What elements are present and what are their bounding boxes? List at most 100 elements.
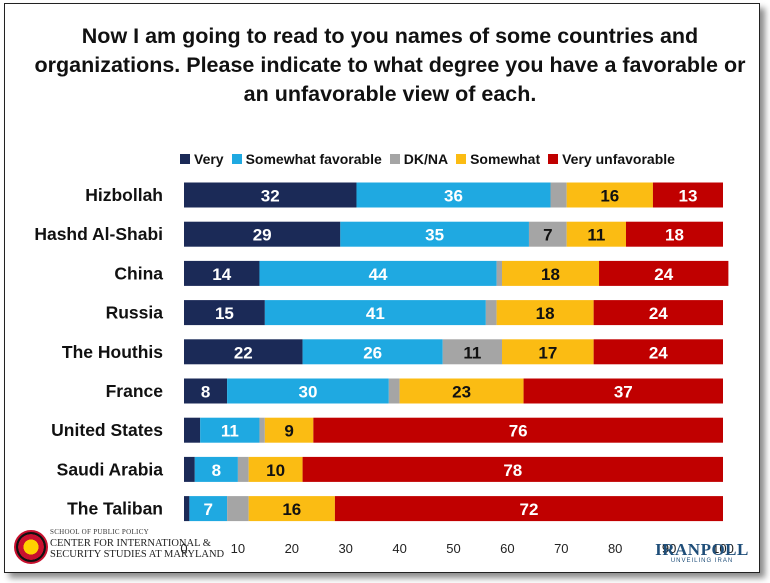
legend-swatch — [231, 154, 242, 164]
legend-label: Very — [194, 151, 224, 167]
bar-segment — [523, 378, 723, 404]
university-seal-icon — [14, 530, 48, 564]
data-label: 29 — [253, 226, 272, 245]
x-tick-label: 40 — [392, 541, 406, 556]
data-label: 13 — [679, 187, 698, 206]
bar-segment — [388, 378, 400, 404]
legend-swatch — [180, 154, 190, 164]
x-tick-label: 10 — [231, 541, 245, 556]
legend-item: Very — [180, 151, 224, 167]
data-label: 16 — [282, 500, 301, 519]
bar-segment — [496, 300, 594, 326]
bar-segment — [184, 300, 265, 326]
bar-segment — [184, 417, 201, 443]
data-label: 7 — [204, 500, 213, 519]
data-label: 16 — [600, 187, 619, 206]
bar-segment — [485, 300, 497, 326]
data-label: 8 — [212, 461, 221, 480]
bar-segment — [264, 417, 314, 443]
data-label: 32 — [261, 187, 280, 206]
data-label: 18 — [665, 226, 684, 245]
x-tick-label: 50 — [446, 541, 460, 556]
bar-segment — [528, 221, 567, 247]
data-label: 14 — [212, 265, 231, 284]
data-label: 23 — [452, 383, 471, 402]
cissm-logo: SCHOOL OF PUBLIC POLICY CENTER FOR INTER… — [14, 528, 224, 568]
bar-segment — [496, 260, 503, 286]
legend-label: Somewhat favorable — [245, 151, 382, 167]
data-label: 24 — [649, 304, 668, 323]
x-tick-label: 30 — [338, 541, 352, 556]
data-label: 30 — [299, 383, 318, 402]
x-tick-label: 100 — [712, 541, 734, 556]
data-label: 18 — [536, 304, 555, 323]
bar-segment — [248, 456, 303, 482]
bar-segment — [566, 182, 653, 208]
legend-swatch — [548, 154, 559, 164]
bar-segment — [599, 260, 729, 286]
bar-segment — [200, 417, 260, 443]
data-label: 18 — [541, 265, 560, 284]
data-label: 15 — [215, 304, 234, 323]
category-label: Russia — [106, 303, 164, 323]
bar-segment — [502, 260, 600, 286]
bar-segment — [566, 221, 626, 247]
chart-title: Now I am going to read to you names of s… — [34, 24, 746, 106]
data-label: 44 — [369, 265, 388, 284]
bar-segment — [184, 260, 260, 286]
bar-segment — [184, 339, 303, 365]
data-label: 76 — [509, 422, 528, 441]
bar-segment — [399, 378, 524, 404]
bar-segment — [334, 496, 723, 522]
legend-swatch — [389, 154, 400, 164]
bar-segment — [625, 221, 723, 247]
bar-segment — [259, 417, 265, 443]
bar-segment — [237, 456, 249, 482]
x-tick-label: 20 — [285, 541, 299, 556]
data-label: 37 — [614, 383, 633, 402]
legend-swatch — [456, 154, 467, 164]
bar-segment — [184, 496, 190, 522]
data-label: 36 — [444, 187, 463, 206]
iranpoll-tagline: UNVEILING IRAN — [670, 558, 734, 564]
bar-segment — [259, 260, 497, 286]
data-label: 41 — [366, 304, 385, 323]
bar-segment — [189, 496, 228, 522]
x-tick-label: 0 — [180, 541, 187, 556]
category-label: The Houthis — [62, 342, 163, 362]
category-label: Hizbollah — [85, 185, 163, 205]
bar-segment — [184, 221, 341, 247]
data-label: 24 — [649, 343, 668, 362]
bar-segment — [184, 378, 228, 404]
data-label: 35 — [425, 226, 444, 245]
iranpoll-name: IRANPOLL — [655, 540, 749, 559]
x-tick-label: 70 — [554, 541, 568, 556]
data-label: 10 — [266, 461, 285, 480]
bar-segment — [302, 456, 723, 482]
data-label: 8 — [201, 383, 210, 402]
bar-segment — [184, 182, 357, 208]
legend-item: Somewhat — [456, 151, 540, 167]
bar-segment — [356, 182, 551, 208]
bar-segment — [593, 339, 723, 365]
legend-label: Very unfavorable — [562, 151, 675, 167]
legend-item: Very unfavorable — [548, 151, 675, 167]
legend-item: DK/NA — [389, 151, 448, 167]
bar-segment — [248, 496, 335, 522]
bar-segment — [184, 456, 195, 482]
data-label: 72 — [519, 500, 538, 519]
x-tick-label: 60 — [500, 541, 514, 556]
bar-segment — [593, 300, 723, 326]
legend-item: Somewhat favorable — [231, 151, 382, 167]
category-label: The Taliban — [67, 499, 163, 519]
x-tick-label: 90 — [662, 541, 676, 556]
data-label: 24 — [654, 265, 673, 284]
legend-label: Somewhat — [470, 151, 541, 167]
data-label: 78 — [503, 461, 522, 480]
bar-segment — [227, 378, 389, 404]
bar-segment — [264, 300, 486, 326]
data-label: 11 — [587, 226, 605, 245]
bar-segment — [652, 182, 723, 208]
data-label: 9 — [284, 422, 293, 441]
